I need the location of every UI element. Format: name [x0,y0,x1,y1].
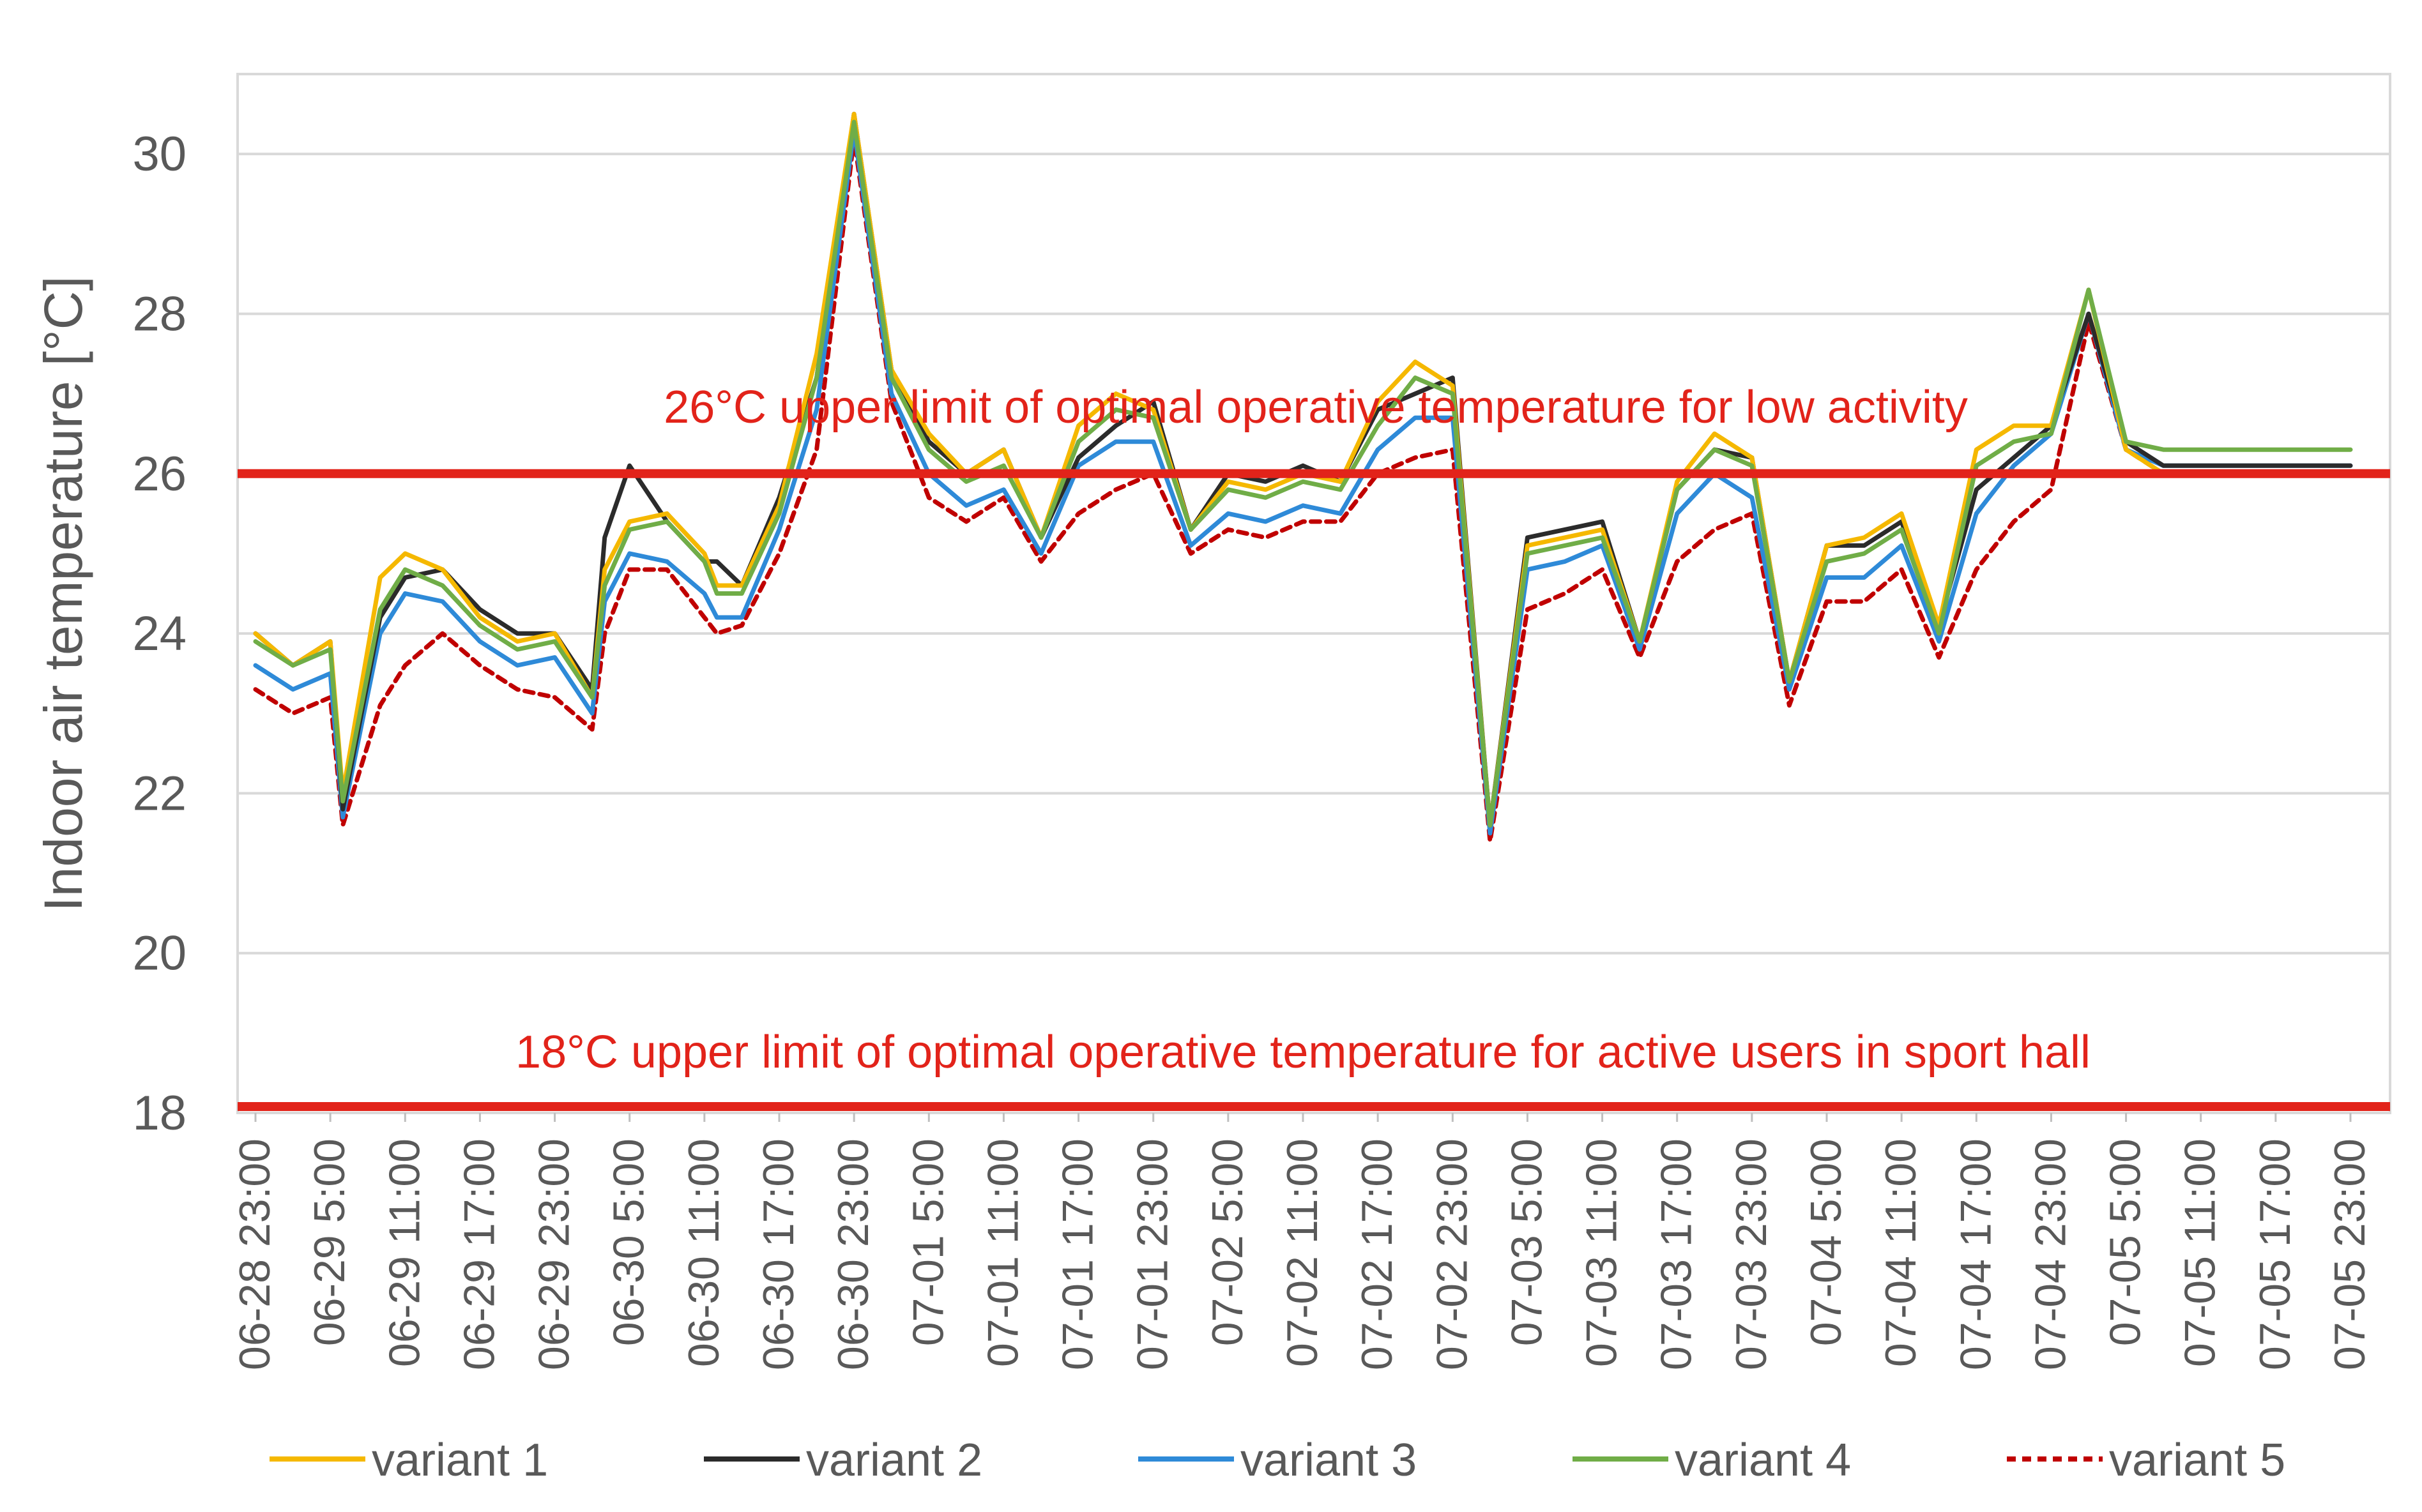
series-line-variant-5 [253,135,2353,843]
y-axis-label: Indoor air temperature [°C] [33,276,93,911]
x-tick-label: 07-04 17:00 [1951,1138,2000,1370]
x-tick-label: 07-02 23:00 [1428,1138,1476,1370]
reference-line-label-18: 18°C upper limit of optimal operative te… [515,1027,2091,1078]
legend-label: variant 2 [806,1435,982,1486]
x-tick-label: 06-28 23:00 [231,1138,279,1370]
x-tick-label: 07-01 11:00 [979,1138,1027,1367]
series-line-variant-4 [253,119,2353,828]
x-tick-label: 06-29 11:00 [380,1138,429,1367]
y-axis-ticks: 18 20 22 24 26 28 30 [132,127,187,1140]
x-tick-label: 07-03 23:00 [1727,1138,1776,1370]
y-tick-label: 24 [132,607,187,661]
reference-line-label-26: 26°C upper limit of optimal operative te… [664,382,1968,433]
x-tick-label: 07-05 5:00 [2101,1138,2150,1346]
x-tick-label: 07-04 23:00 [2026,1138,2075,1370]
x-tick-label: 07-02 5:00 [1203,1138,1252,1346]
legend-label: variant 3 [1240,1435,1417,1486]
x-tick-label: 07-04 11:00 [1877,1138,1925,1367]
reference-lines: 26°C upper limit of optimal operative te… [238,382,2390,1111]
y-tick-label: 26 [132,447,187,501]
x-tick-label: 07-02 11:00 [1278,1138,1327,1367]
legend-label: variant 5 [2109,1435,2285,1486]
legend: variant 1 variant 2 variant 3 variant 4 vari… [270,1435,2285,1486]
x-tick-label: 07-05 17:00 [2251,1138,2299,1370]
x-tick-label: 07-01 17:00 [1054,1138,1102,1370]
x-tick-label: 07-04 5:00 [1802,1138,1850,1346]
y-tick-label: 22 [132,766,187,820]
x-tick-label: 06-30 5:00 [605,1138,653,1346]
x-tick-label: 06-30 23:00 [829,1138,878,1370]
series-line-variant-3 [253,128,2353,836]
x-axis-ticks: 06-28 23:00 06-29 5:00 06-29 11:00 06-29 17… [231,1113,2374,1370]
x-tick-label: 07-03 17:00 [1652,1138,1701,1370]
y-tick-label: 28 [132,287,187,341]
x-tick-label: 07-03 5:00 [1502,1138,1551,1346]
x-tick-label: 07-02 17:00 [1353,1138,1401,1370]
x-tick-label: 06-30 17:00 [754,1138,803,1370]
y-tick-label: 30 [132,127,187,181]
x-tick-label: 07-05 23:00 [2326,1138,2374,1370]
x-tick-label: 07-01 23:00 [1129,1138,1177,1370]
x-tick-label: 06-29 23:00 [530,1138,579,1370]
x-tick-label: 07-05 11:00 [2176,1138,2225,1367]
x-tick-label: 06-29 5:00 [305,1138,354,1346]
y-tick-label: 20 [132,926,187,981]
x-tick-label: 07-01 5:00 [904,1138,952,1346]
legend-label: variant 4 [1675,1435,1851,1486]
y-tick-label: 18 [132,1086,187,1140]
x-tick-label: 07-03 11:00 [1578,1138,1626,1367]
x-tick-label: 06-30 11:00 [680,1138,728,1367]
x-tick-label: 06-29 17:00 [455,1138,503,1370]
legend-label: variant 1 [372,1435,548,1486]
